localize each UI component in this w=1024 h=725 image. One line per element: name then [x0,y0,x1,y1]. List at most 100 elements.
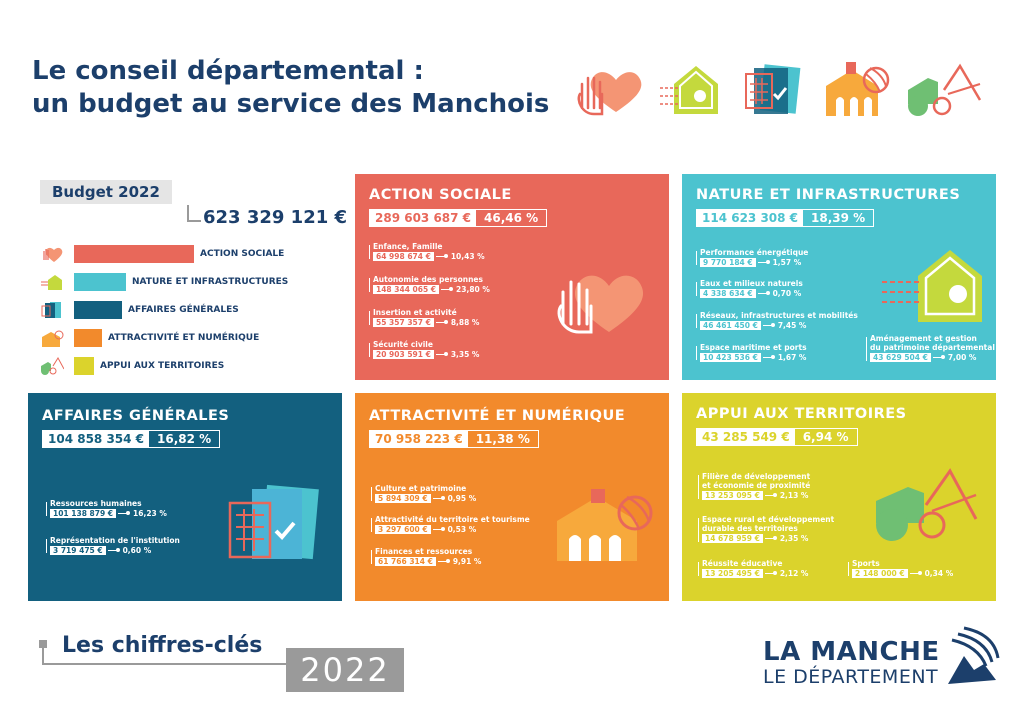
card-amount-box: 104 858 354 € 16,82 % [42,430,221,448]
item-sports: Sports 2 148 000 € 0,34 % [848,559,954,578]
item-percent: 3,35 % [450,350,480,359]
card-title: ATTRACTIVITÉ ET NUMÉRIQUE [369,408,626,424]
house-leaf-icon [660,66,718,114]
card-appui: APPUI AUX TERRITOIRES 43 285 549 € 6,94 … [682,393,996,601]
hand-heart-icon [40,244,64,264]
item-label-2: durable des territoires [702,524,798,533]
card-percent: 11,38 % [475,432,530,446]
item-label: Eaux et milieux naturels [700,279,803,288]
la-manche-logo-icon [948,626,1000,684]
item-eaux: Eaux et milieux naturels 4 338 634 € 0,70… [696,279,803,298]
card-amount: 289 603 687 € [370,210,477,226]
item-enfance: Enfance, Famille 64 998 674 € 10,43 % [369,242,485,261]
item-value: 4 338 634 € [700,289,756,298]
card-amount: 43 285 549 € [697,429,795,445]
item-label: Sécurité civile [373,340,433,349]
item-reussite: Réussite éducative 13 205 495 € 2,12 % [698,559,809,578]
card-amount-box: 43 285 549 € 6,94 % [696,428,858,446]
school-ball-icon [40,328,64,348]
item-percent: 0,60 % [122,546,152,555]
footer-title: Les chiffres-clés [62,633,263,658]
item-percent: 23,80 % [456,285,490,294]
house-leaf-icon [40,272,64,292]
logo-line-1: LA MANCHE [763,637,940,667]
card-amount-box: 70 958 223 € 11,38 % [369,430,539,448]
item-value: 10 423 536 € [700,353,761,362]
card-percent: 46,46 % [484,211,539,225]
item-label: Finances et ressources [375,547,473,556]
item-value: 5 894 309 € [375,494,431,503]
item-securite: Sécurité civile 20 903 591 € 3,35 % [369,340,480,359]
item-percent: 0,53 % [447,525,477,534]
calculator-check-icon [228,484,319,560]
footer-year: 2022 [286,648,404,692]
card-amount-box: 114 623 308 € 18,39 % [696,209,875,227]
legend-bar-nature [74,273,126,291]
legend-bar-action-sociale [74,245,194,263]
hand-heart-icon [577,72,642,116]
card-amount: 114 623 308 € [697,210,804,226]
item-label: Ressources humaines [50,499,142,508]
item-finances: Finances et ressources 61 766 314 € 9,91 … [371,547,482,566]
item-percent: 7,45 % [777,321,807,330]
legend-label: ATTRACTIVITÉ ET NUMÉRIQUE [108,333,260,343]
item-label: Autonomie des personnes [373,275,483,284]
item-percent: 1,57 % [772,258,802,267]
budget-connector-h [187,220,201,222]
page-title: Le conseil départemental : un budget au … [32,55,549,121]
budget-connector [187,205,189,221]
item-percent: 16,23 % [133,509,167,518]
legend-action-sociale: ACTION SOCIALE [40,244,284,264]
card-affaires: AFFAIRES GÉNÉRALES 104 858 354 € 16,82 %… [28,393,342,601]
item-label: Espace rural et développement [702,515,835,524]
legend-label: NATURE ET INFRASTRUCTURES [132,277,289,287]
item-label: Performance énergétique [700,248,809,257]
card-percent: 16,82 % [157,432,212,446]
budget-label: Budget 2022 [40,180,172,204]
item-value: 2 148 000 € [852,569,908,578]
item-label-2: du patrimoine départemental [870,343,995,352]
legend-attractivite: ATTRACTIVITÉ ET NUMÉRIQUE [40,328,259,348]
item-percent: 7,00 % [947,353,977,362]
item-percent: 0,34 % [924,569,954,578]
item-filiere: Filière de développement et économie de … [698,472,810,500]
item-value: 148 344 065 € [373,285,440,294]
item-percent: 2,35 % [779,534,809,543]
item-value: 43 629 504 € [870,353,931,362]
title-line-2: un budget au service des Manchois [32,89,550,119]
logo-line-2: LE DÉPARTEMENT [763,666,939,688]
legend-affaires: AFFAIRES GÉNÉRALES [40,300,239,320]
school-ball-icon [826,62,890,116]
legend-label: ACTION SOCIALE [200,249,285,259]
item-label: Sports [852,559,880,568]
card-nature: NATURE ET INFRASTRUCTURES 114 623 308 € … [682,174,996,380]
item-value: 3 297 600 € [375,525,431,534]
item-autonomie: Autonomie des personnes 148 344 065 € 23,… [369,275,490,294]
item-label: Attractivité du territoire et tourisme [375,515,530,524]
card-amount: 104 858 354 € [43,431,150,447]
item-percent: 2,12 % [779,569,809,578]
card-action-sociale: ACTION SOCIALE 289 603 687 € 46,46 % Enf… [355,174,669,380]
card-title: AFFAIRES GÉNÉRALES [42,408,230,424]
item-value: 13 205 495 € [702,569,763,578]
item-percent: 0,95 % [447,494,477,503]
card-amount: 70 958 223 € [370,431,468,447]
item-attractivite-tourisme: Attractivité du territoire et tourisme 3… [371,515,530,534]
item-label: Espace maritime et ports [700,343,807,352]
item-label: Insertion et activité [373,308,457,317]
item-percent: 0,70 % [772,289,802,298]
item-label: Réseaux, infrastructures et mobilités [700,311,858,320]
item-value: 55 357 357 € [373,318,434,327]
legend-bar-attractivite [74,329,102,347]
tractor-mountain-icon [40,356,65,376]
item-percent: 9,91 % [452,557,482,566]
item-espace-rural: Espace rural et développement durable de… [698,515,835,543]
card-amount-box: 289 603 687 € 46,46 % [369,209,548,227]
item-value: 46 461 450 € [700,321,761,330]
item-percent: 1,67 % [777,353,807,362]
item-value: 61 766 314 € [375,557,436,566]
item-value: 3 719 475 € [50,546,106,555]
item-value: 14 678 959 € [702,534,763,543]
card-title: ACTION SOCIALE [369,187,512,203]
card-attractivite: ATTRACTIVITÉ ET NUMÉRIQUE 70 958 223 € 1… [355,393,669,601]
